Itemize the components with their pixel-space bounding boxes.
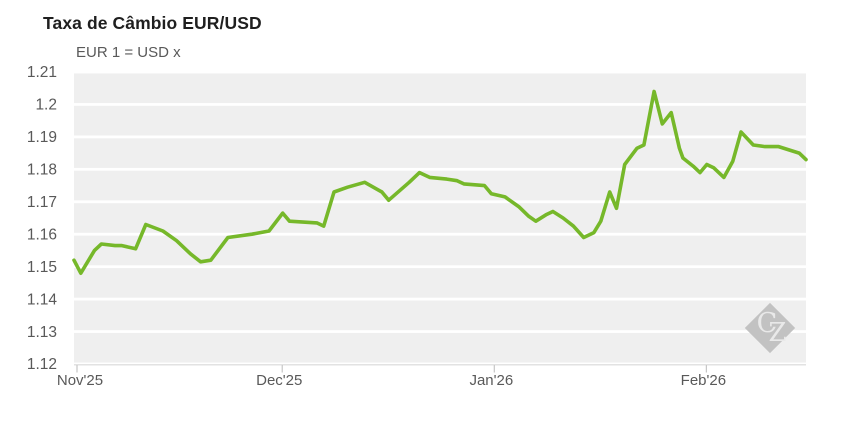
grid-band [74,235,806,266]
x-axis-label: Jan'26 [469,372,513,389]
exchange-rate-line [72,89,808,275]
watermark-letter-z: Z [768,318,786,348]
grid-band [74,73,806,104]
y-axis-label: 1.13 [27,324,57,341]
grid-band [74,268,806,298]
y-axis-label: 1.15 [27,259,57,276]
x-axis-label: Dec'25 [256,372,302,389]
grid-band [74,170,806,201]
grid-band [74,332,806,363]
y-axis-label: 1.14 [27,291,58,308]
grid-band [74,138,806,168]
x-axis-label: Nov'25 [57,372,103,389]
grid-band [74,300,806,331]
grid-band [74,203,806,233]
y-axis-label: 1.18 [27,162,57,179]
y-axis-label: 1.21 [27,64,57,81]
y-axis-label: 1.19 [27,129,57,146]
y-axis-label: 1.16 [27,226,57,243]
y-axis-label: 1.2 [35,97,57,114]
chart-subtitle: EUR 1 = USD x [76,44,181,61]
cz-watermark-logo: CZ [744,302,796,354]
y-axis-label: 1.12 [27,356,57,373]
grid-band [74,105,806,136]
watermark-letter-c: C [757,308,778,339]
y-axis-label: 1.17 [27,194,57,211]
watermark-diamond [744,302,796,354]
x-axis-label: Feb'26 [681,372,726,389]
chart-title: Taxa de Câmbio EUR/USD [43,13,262,33]
